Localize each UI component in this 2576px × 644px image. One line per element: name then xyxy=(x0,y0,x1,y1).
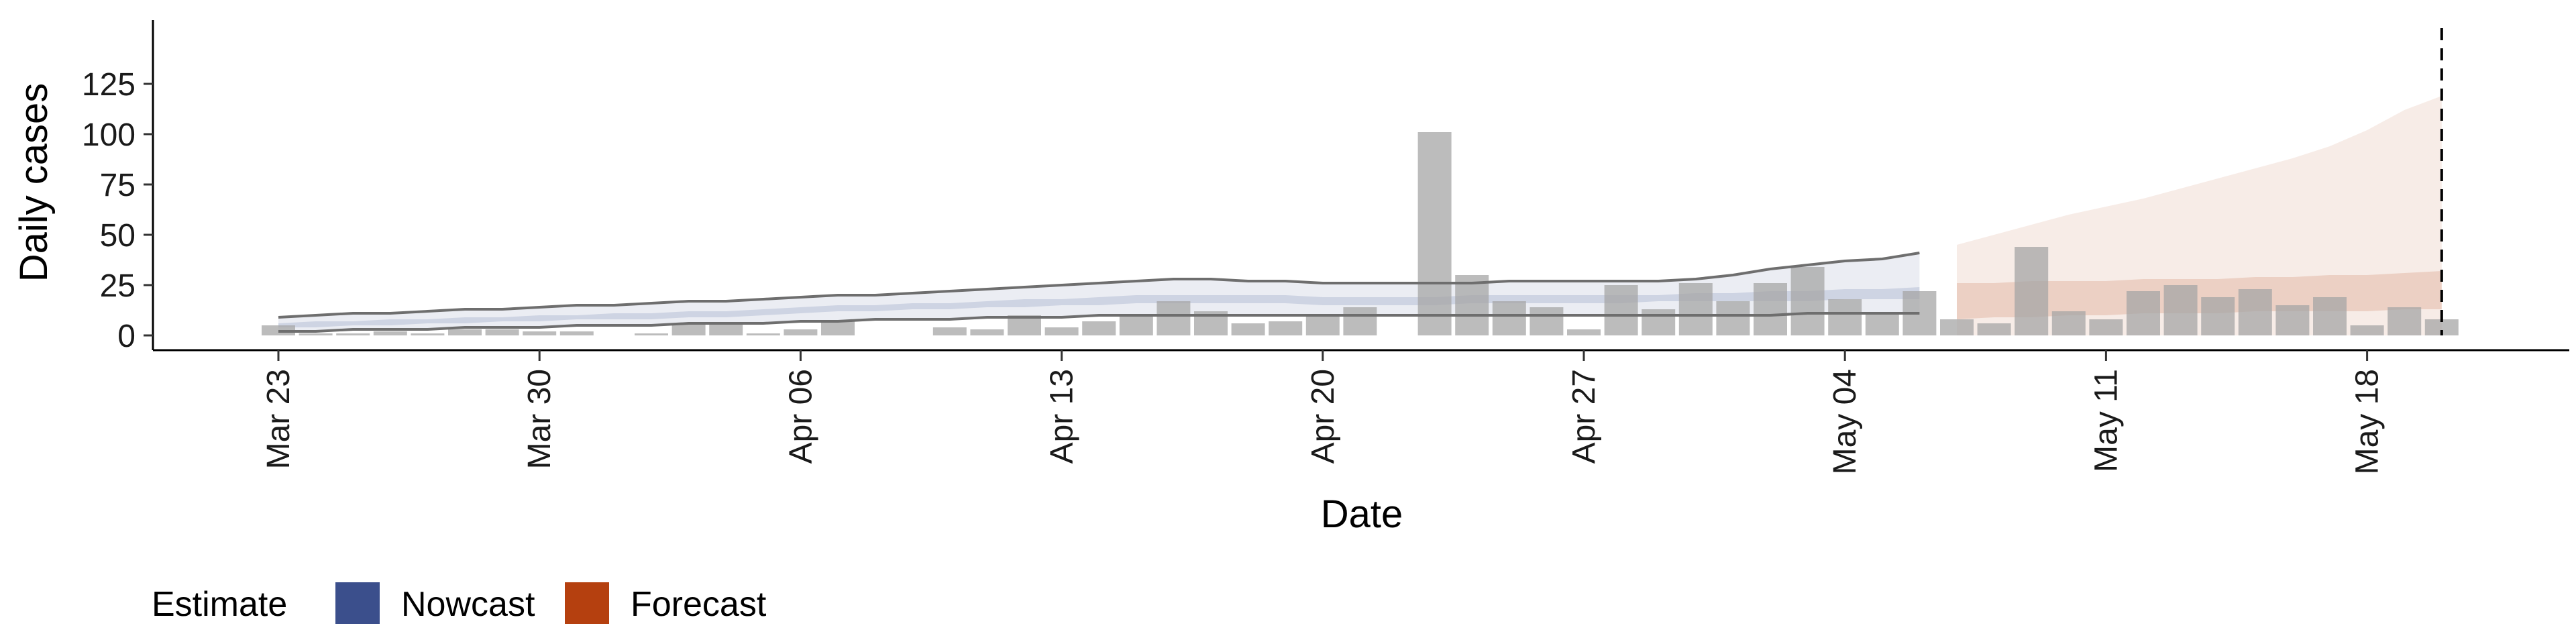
daily-case-bar xyxy=(1269,321,1303,335)
y-tick-label: 125 xyxy=(82,67,136,103)
nowcast-outer-upper-line xyxy=(278,252,1920,319)
y-tick-label: 25 xyxy=(100,268,136,304)
daily-case-bar xyxy=(2275,305,2310,335)
daily-case-bar xyxy=(1044,327,1079,335)
estimate-bound-lines xyxy=(278,252,1920,333)
x-tick-label: Mar 23 xyxy=(261,369,297,469)
daily-case-bar xyxy=(1157,301,1191,335)
daily-case-bar xyxy=(1343,307,1377,335)
x-tick-label: Apr 13 xyxy=(1044,369,1080,464)
x-tick-label: Apr 06 xyxy=(783,369,818,464)
x-axis-ticks: Mar 23 Mar 30 Apr 06 Apr 13 Apr 20 Apr 27 May … xyxy=(261,350,2385,474)
daily-case-bar xyxy=(1678,283,1713,335)
legend: Estimate Nowcast Forecast xyxy=(152,582,767,624)
daily-case-bar xyxy=(821,321,855,335)
y-axis-ticks: 0 25 50 75 100 125 xyxy=(82,67,153,354)
daily-case-bar xyxy=(411,333,445,335)
legend-label-nowcast: Nowcast xyxy=(401,585,535,624)
daily-case-bar xyxy=(2089,319,2123,335)
daily-case-bar xyxy=(2387,307,2422,335)
x-tick-label: Apr 27 xyxy=(1566,369,1602,464)
legend-label-forecast: Forecast xyxy=(631,585,767,624)
x-tick-label: Apr 20 xyxy=(1305,369,1341,464)
daily-case-bar xyxy=(2163,285,2198,335)
daily-case-bar xyxy=(2015,247,2049,335)
daily-case-bar xyxy=(1455,275,1489,335)
daily-case-bar xyxy=(559,331,594,335)
daily-case-bar xyxy=(1604,285,1638,335)
daily-case-bar xyxy=(2350,325,2384,335)
daily-case-bar xyxy=(1940,319,1974,335)
daily-case-bar xyxy=(2201,297,2235,335)
estimate-bands xyxy=(278,96,2442,335)
forecast-outer-band xyxy=(1957,96,2442,335)
y-tick-label: 50 xyxy=(100,218,136,254)
daily-case-bar xyxy=(746,333,780,335)
legend-swatch-forecast xyxy=(565,582,609,624)
daily-case-bar xyxy=(1828,299,1862,335)
daily-case-bar xyxy=(485,329,519,335)
daily-case-bar xyxy=(932,327,967,335)
daily-case-bar xyxy=(635,333,668,335)
daily-case-bar xyxy=(1305,315,1340,335)
daily-case-bar xyxy=(2238,289,2272,335)
daily-case-bar xyxy=(2313,297,2347,335)
y-tick-label: 0 xyxy=(117,319,136,354)
nowcast-inner-band xyxy=(278,287,1920,327)
legend-title: Estimate xyxy=(152,585,287,624)
x-tick-label: May 04 xyxy=(1827,369,1863,474)
daily-case-bar xyxy=(1231,323,1265,335)
daily-case-bar xyxy=(2127,291,2160,335)
x-axis-title: Date xyxy=(1321,492,1403,536)
nowcast-outer-lower-line xyxy=(278,312,1920,333)
y-tick-label: 75 xyxy=(100,168,136,203)
legend-swatch-nowcast xyxy=(335,582,380,624)
daily-case-bar xyxy=(1642,309,1676,335)
daily-case-bar xyxy=(1529,307,1564,335)
y-tick-label: 100 xyxy=(82,117,136,153)
daily-case-bar xyxy=(1716,301,1750,335)
daily-case-bar xyxy=(1754,283,1787,335)
daily-case-bar xyxy=(523,331,557,335)
daily-case-bar xyxy=(1492,301,1526,335)
daily-case-bar xyxy=(299,333,333,335)
daily-case-bar xyxy=(1977,323,2011,335)
daily-case-bar xyxy=(1865,313,1899,335)
daily-case-bar xyxy=(448,329,482,335)
daily-case-bar xyxy=(1417,132,1452,335)
daily-case-bar xyxy=(373,331,407,335)
daily-case-bar xyxy=(970,329,1004,335)
daily-case-bar xyxy=(709,323,743,335)
daily-case-bar xyxy=(672,323,706,335)
x-tick-label: Mar 30 xyxy=(522,369,557,469)
x-tick-label: May 18 xyxy=(2350,369,2385,474)
daily-case-bar xyxy=(1790,267,1825,335)
daily-case-bar xyxy=(336,333,370,335)
daily-case-bar xyxy=(1567,329,1601,335)
x-tick-label: May 11 xyxy=(2088,369,2124,472)
daily-case-bar xyxy=(2051,311,2086,335)
y-axis-title: Daily cases xyxy=(12,83,56,282)
daily-case-bar xyxy=(1119,315,1153,335)
daily-case-bar xyxy=(1082,321,1116,335)
daily-case-bar xyxy=(784,329,818,335)
